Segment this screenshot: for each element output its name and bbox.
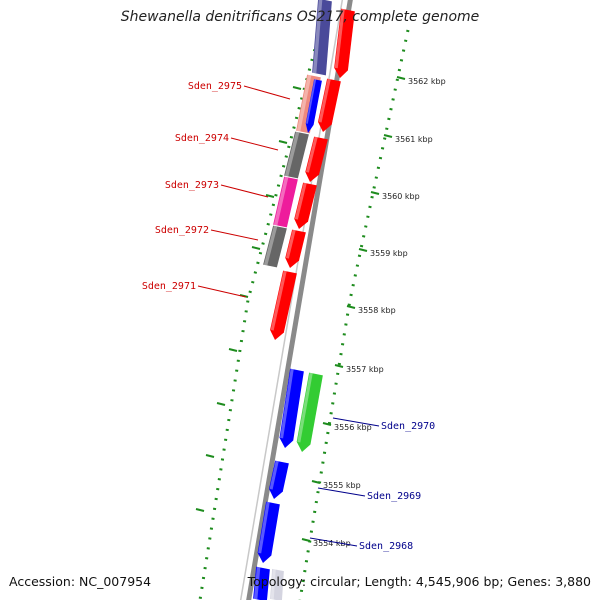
gene-highlight	[270, 270, 287, 331]
gene-highlight	[270, 569, 276, 600]
forward-gene-arrow[interactable]	[285, 229, 306, 268]
gene-highlight	[284, 131, 300, 177]
forward-gene-arrow[interactable]	[317, 78, 341, 132]
gene-highlight	[273, 176, 289, 226]
gene-label-leader	[332, 417, 380, 427]
forward-gene-arrow[interactable]	[334, 8, 355, 78]
gene-block-pale[interactable]	[270, 568, 284, 600]
inner-tick-mark	[228, 348, 238, 352]
kbp-tick-mark	[322, 422, 332, 426]
gene-label[interactable]: Sden_2973	[165, 180, 219, 191]
kbp-tick-label: 3557 kbp	[346, 365, 384, 374]
inner-tick-mark	[216, 402, 226, 406]
gene-block-gray[interactable]	[263, 225, 287, 268]
kbp-tick-mark	[358, 248, 368, 252]
inner-tick-mark	[292, 86, 302, 90]
forward-gene-arrow[interactable]	[305, 136, 328, 182]
gene-highlight	[285, 229, 296, 259]
outer-tick-ring	[298, 29, 410, 600]
genome-summary-text: Topology: circular; Length: 4,545,906 bp…	[247, 574, 591, 589]
gene-label-layer: Sden_2975 Sden_2974 Sden_2973 Sden_2972 Sden…	[142, 81, 435, 552]
kbp-tick-mark	[311, 480, 321, 484]
kbp-tick-label: 3554 kbp	[313, 539, 351, 548]
genome-backbone	[239, 0, 353, 600]
gene-highlight	[253, 566, 261, 600]
backbone-inner-line	[239, 0, 344, 600]
gene-label[interactable]: Sden_2968	[359, 541, 413, 552]
inner-tick-mark	[205, 454, 215, 458]
gene-label[interactable]: Sden_2969	[367, 491, 421, 502]
kbp-tick-label: 3562 kbp	[408, 77, 446, 86]
gene-label-leader	[317, 487, 366, 497]
gene-highlight	[305, 136, 318, 173]
gene-label[interactable]: Sden_2972	[155, 225, 209, 236]
kbp-tick-mark	[301, 538, 311, 542]
reverse-gene-arrow[interactable]	[305, 79, 322, 133]
kbp-tick-mark	[396, 76, 406, 80]
gene-highlight	[318, 78, 331, 123]
kbp-tick-label: 3555 kbp	[323, 481, 361, 490]
kbp-tick-label: 3556 kbp	[334, 423, 372, 432]
reverse-gene-block[interactable]	[253, 566, 270, 600]
gene-highlight	[269, 460, 279, 490]
kbp-tick-label: 3559 kbp	[370, 249, 408, 258]
gene-highlight	[263, 225, 278, 266]
gene-highlight	[296, 74, 312, 132]
gene-label-leader	[197, 285, 247, 298]
kbp-tick-label: 3561 kbp	[395, 135, 433, 144]
gene-highlight	[258, 501, 270, 554]
inner-tick-mark	[251, 246, 261, 250]
gene-highlight	[334, 8, 345, 69]
kbp-tick-mark	[383, 134, 393, 138]
inner-tick-mark	[195, 508, 205, 512]
accession-text: Accession: NC_007954	[9, 574, 152, 589]
kbp-tick-mark	[370, 191, 380, 195]
inner-tick-mark	[239, 294, 249, 298]
gene-highlight	[280, 368, 294, 439]
inner-tick-mark	[278, 140, 288, 144]
gene-label[interactable]: Sden_2975	[188, 81, 242, 92]
gene-label-leader	[309, 537, 358, 547]
gene-highlight	[294, 182, 307, 220]
kbp-tick-label: 3558 kbp	[358, 306, 396, 315]
kbp-tick-mark	[334, 364, 344, 368]
kbp-tick-label: 3560 kbp	[382, 192, 420, 201]
genome-title: Shewanella denitrificans OS217, complete…	[120, 9, 480, 25]
forward-gene-arrow[interactable]	[294, 182, 317, 229]
inner-tick-ring	[198, 29, 322, 600]
gene-label-leader	[243, 85, 291, 100]
gene-block-magenta[interactable]	[273, 176, 298, 228]
backbone-outer-line	[246, 0, 353, 600]
gene-features	[253, 0, 355, 600]
gene-label-leader	[210, 229, 259, 241]
gene-arrow-green[interactable]	[296, 372, 323, 452]
gene-highlight	[312, 0, 323, 74]
gene-highlight	[297, 372, 313, 443]
gene-label-leader	[220, 184, 269, 198]
reverse-gene-arrow[interactable]	[279, 368, 304, 448]
gene-label[interactable]: Sden_2971	[142, 281, 196, 292]
gene-label[interactable]: Sden_2974	[175, 133, 229, 144]
forward-gene-arrow[interactable]	[270, 270, 297, 340]
gene-highlight	[306, 79, 317, 124]
kbp-tick-mark	[346, 305, 356, 309]
gene-label-leader	[230, 137, 279, 151]
reverse-gene-arrow[interactable]	[269, 460, 289, 499]
gene-block-gray[interactable]	[284, 131, 309, 179]
gene-block-indigo[interactable]	[312, 0, 332, 76]
inner-tick-mark	[265, 194, 275, 198]
reverse-gene-arrow[interactable]	[257, 501, 280, 563]
gene-label[interactable]: Sden_2970	[381, 421, 435, 432]
tick-ring: 3562 kbp 3561 kbp 3560 kbp 3559 kbp 3558 kbp…	[195, 29, 446, 600]
